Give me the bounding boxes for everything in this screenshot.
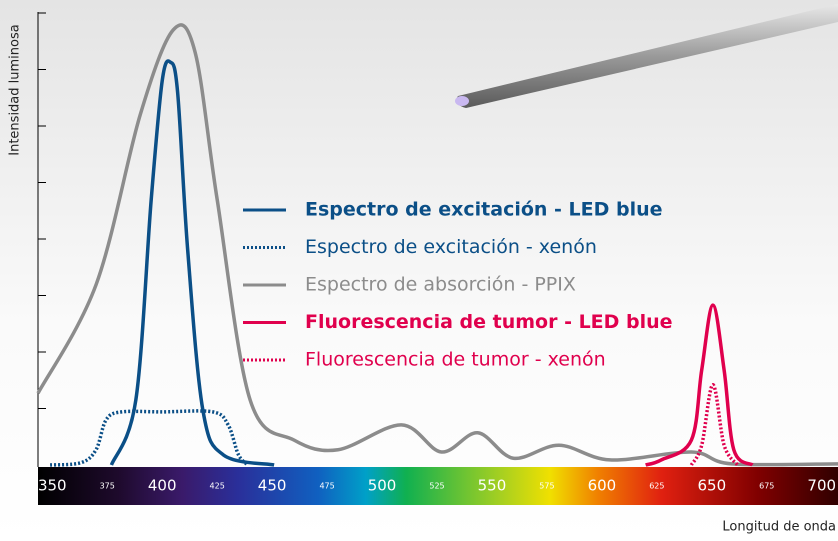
- x-tick-label: 650: [697, 477, 726, 495]
- x-tick-label: 700: [807, 477, 836, 495]
- series-line: [645, 303, 754, 467]
- series-line: [689, 383, 739, 467]
- x-tick-label: 600: [588, 477, 617, 495]
- x-tick-label: 675: [759, 482, 774, 491]
- x-tick-label: 525: [429, 482, 444, 491]
- series-line: [36, 23, 838, 467]
- x-axis-label: Longitud de onda: [722, 520, 836, 535]
- series-line: [49, 409, 250, 467]
- x-tick-label: 425: [210, 482, 225, 491]
- x-tick-label: 550: [478, 477, 507, 495]
- x-tick-label: 475: [319, 482, 334, 491]
- x-tick-label: 350: [38, 477, 67, 495]
- x-tick-label: 575: [539, 482, 554, 491]
- probe: [456, 4, 838, 108]
- legend-label: Espectro de absorción - PPIX: [305, 274, 576, 296]
- legend-label: Espectro de excitación - xenón: [305, 236, 597, 258]
- legend-label: Espectro de excitación - LED blue: [305, 199, 663, 221]
- x-tick-label: 625: [649, 482, 664, 491]
- legend-label: Fluorescencia de tumor - LED blue: [305, 311, 673, 333]
- legend-label: Fluorescencia de tumor - xenón: [305, 349, 606, 371]
- x-tick-label: 500: [368, 477, 397, 495]
- y-axis-label: Intensidad luminosa: [8, 24, 23, 155]
- x-tick-label: 400: [148, 477, 177, 495]
- series-line: [109, 59, 275, 467]
- x-tick-label: 375: [100, 482, 115, 491]
- probe-light: [455, 96, 469, 106]
- legend: Espectro de excitación - LED blue Espectr…: [243, 199, 673, 371]
- x-tick-label: 450: [258, 477, 287, 495]
- spectrum-bar: [38, 467, 838, 505]
- plot: [36, 23, 838, 467]
